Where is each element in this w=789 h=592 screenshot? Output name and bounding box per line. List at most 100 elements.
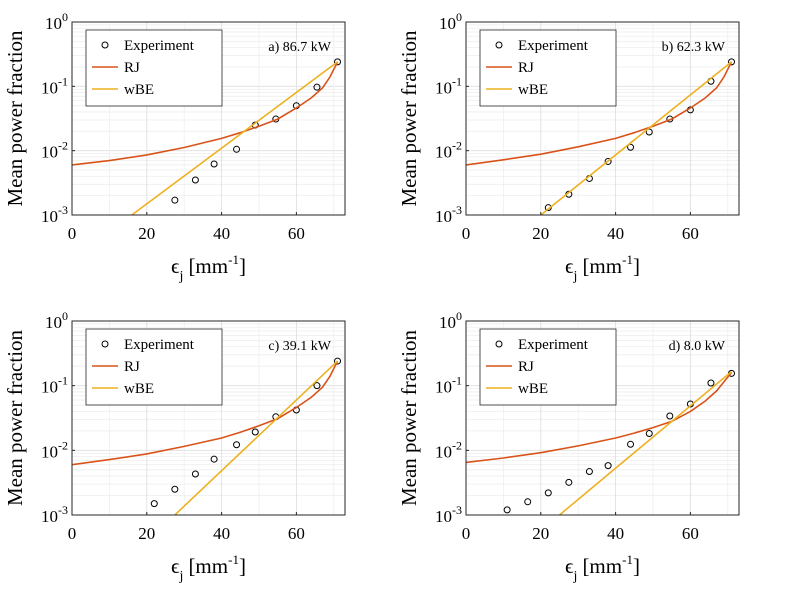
tick-exponent: -2	[58, 438, 68, 452]
data-point	[251, 428, 259, 436]
tick-base: 10	[45, 313, 62, 332]
x-tick-label: 40	[213, 524, 230, 543]
x-label-unit: [mm	[188, 554, 228, 578]
legend-label: wBE	[518, 82, 548, 98]
legend-box	[85, 29, 223, 107]
x-axis-label: ϵj [mm-1]	[565, 552, 640, 584]
series-line-wbe	[131, 61, 338, 215]
series-line-wbe	[540, 61, 733, 215]
x-label-unit: [mm	[582, 254, 622, 278]
legend-label: RJ	[518, 359, 534, 375]
data-point	[627, 440, 635, 448]
x-tick-label: 20	[532, 224, 549, 243]
series-line-rj	[466, 371, 733, 464]
tick-exponent: -2	[452, 139, 462, 153]
legend: Experiment RJ wBE	[479, 328, 617, 406]
y-tick-label: 10-2	[41, 139, 68, 162]
tick-base: 10	[435, 143, 452, 162]
x-axis: 0 20 40 60	[68, 512, 305, 543]
y-tick-label: 10-3	[435, 203, 462, 226]
legend-box	[479, 328, 617, 406]
data-point	[233, 145, 241, 153]
tick-base: 10	[439, 313, 456, 332]
x-tick-label: 0	[462, 524, 471, 543]
legend-box	[85, 328, 223, 406]
x-tick-label: 0	[68, 524, 77, 543]
tick-base: 10	[435, 207, 452, 226]
tick-exponent: -1	[452, 74, 462, 88]
tick-base: 10	[41, 378, 58, 397]
legend-label: Experiment	[518, 38, 589, 54]
y-tick-label: 10-3	[41, 203, 68, 226]
series-line-rj	[72, 360, 339, 466]
panel-title: c) 39.1 kW	[268, 339, 331, 354]
y-tick-label: 100	[45, 10, 68, 33]
x-axis: 0 20 40 60	[68, 212, 305, 243]
panel-title: d) 8.0 kW	[669, 339, 726, 354]
data-point	[544, 489, 552, 497]
x-axis-label: ϵj [mm-1]	[171, 252, 246, 284]
x-tick-label: 40	[607, 524, 624, 543]
x-tick-label: 0	[462, 224, 471, 243]
x-tick-label: 20	[532, 524, 549, 543]
x-label-subscript: j	[573, 569, 578, 584]
tick-base: 10	[435, 78, 452, 97]
x-tick-label: 60	[682, 224, 699, 243]
data-point	[503, 506, 511, 514]
data-point	[334, 58, 342, 66]
x-label-close: ]	[239, 254, 246, 278]
x-label-exponent: -1	[228, 552, 239, 567]
x-tick-label: 20	[138, 224, 155, 243]
legend-marker	[101, 41, 109, 49]
data-point	[313, 382, 321, 390]
y-tick-label: 10-1	[41, 374, 68, 397]
y-axis-label: Mean power fraction	[3, 30, 27, 207]
y-tick-label: 10-2	[41, 438, 68, 461]
data-point	[171, 196, 179, 204]
tick-exponent: -1	[452, 374, 462, 388]
tick-exponent: -3	[58, 203, 68, 217]
data-point	[585, 468, 593, 476]
data-point	[544, 204, 552, 212]
tick-base: 10	[439, 14, 456, 33]
tick-base: 10	[435, 378, 452, 397]
axes-box	[71, 320, 346, 516]
x-label-exponent: -1	[622, 552, 633, 567]
tick-exponent: -1	[58, 374, 68, 388]
x-label-close: ]	[633, 254, 640, 278]
legend-label: RJ	[518, 60, 534, 76]
series-rj	[466, 371, 733, 464]
series-line-rj	[72, 61, 339, 166]
y-tick-label: 10-3	[435, 503, 462, 526]
series-wbe	[174, 360, 339, 515]
series-line-wbe	[558, 370, 733, 515]
tick-base: 10	[41, 207, 58, 226]
series-wbe	[558, 370, 733, 515]
y-axis-label: Mean power fraction	[397, 329, 421, 506]
x-label-symbol: ϵ	[171, 554, 180, 578]
y-tick-label: 10-3	[41, 503, 68, 526]
data-point	[334, 357, 342, 365]
y-tick-label: 10-1	[435, 74, 462, 97]
data-point	[191, 176, 199, 184]
legend-marker	[495, 340, 503, 348]
legend-label: RJ	[124, 359, 140, 375]
tick-exponent: -3	[58, 503, 68, 517]
tick-base: 10	[435, 507, 452, 526]
x-label-subscript: j	[573, 269, 578, 284]
data-point	[565, 478, 573, 486]
tick-exponent: 0	[62, 10, 68, 24]
axes-box	[465, 320, 740, 516]
tick-exponent: -2	[58, 139, 68, 153]
data-point	[707, 379, 715, 387]
panel-title: a) 86.7 kW	[268, 40, 331, 55]
tick-exponent: -1	[58, 74, 68, 88]
legend: Experiment RJ wBE	[85, 29, 223, 107]
tick-exponent: 0	[62, 309, 68, 323]
legend-label: Experiment	[518, 337, 589, 353]
x-axis-label: ϵj [mm-1]	[171, 552, 246, 584]
axes-box	[71, 21, 346, 216]
x-label-close: ]	[633, 554, 640, 578]
